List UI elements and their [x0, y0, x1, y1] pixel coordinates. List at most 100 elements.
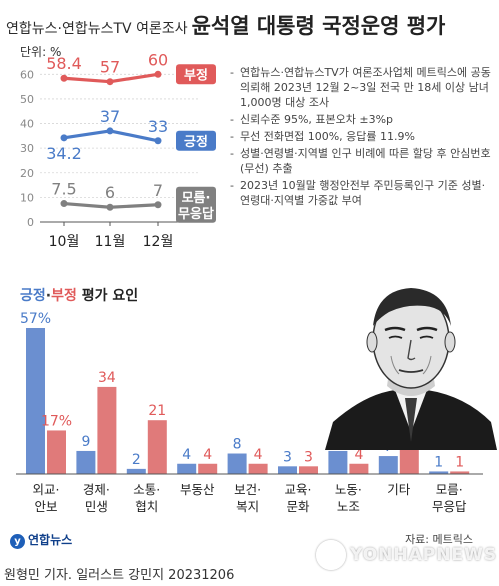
x-tick-label: 11월 [95, 234, 126, 250]
header-main-title: 윤석열 대통령 국정운영 평가 [191, 14, 446, 38]
yonhapnews-watermark: YONHAPNEWS [316, 540, 497, 570]
bar-positive [26, 328, 45, 474]
data-point [60, 74, 68, 82]
data-point [154, 201, 162, 209]
y-tick-label: 20 [20, 167, 34, 180]
category-label: 노조 [337, 499, 360, 514]
note-item: 성별·연령별·지역별 인구 비례에 따른 할당 후 안심번호(무선) 추출 [230, 146, 492, 176]
bar-negative [399, 443, 419, 474]
note-item: 신뢰수준 95%, 표본오차 ±3%p [230, 112, 492, 127]
source-note: 자료: 메트릭스 [405, 533, 473, 546]
series-end-label: 긍정 [184, 134, 208, 150]
y-tick-label: 0 [27, 216, 34, 229]
bar-value-label: 9 [81, 434, 90, 450]
category-label: 기타 [387, 482, 411, 497]
category-label: 노동· [335, 482, 362, 497]
bar-value-label: 1 [455, 454, 464, 470]
bar-positive [429, 471, 449, 474]
bar-negative [299, 466, 318, 474]
x-tick-label: 10월 [49, 234, 80, 250]
category-label: 모름· [436, 482, 463, 497]
category-label: 외교· [33, 482, 60, 497]
logo-text: 연합뉴스 [28, 533, 73, 547]
series-end-label: 모름· [182, 191, 211, 206]
y-tick-label: 50 [20, 93, 34, 106]
data-point [106, 203, 114, 211]
bar-positive [76, 450, 96, 474]
credit-line: 원형민 기자. 일러스트 강민지 20231206 [4, 568, 235, 583]
category-label: 복지 [236, 499, 259, 514]
bar-value-label: 3 [304, 449, 313, 465]
bar-negative [450, 471, 470, 474]
yonhap-logo: y 연합뉴스 [10, 531, 72, 549]
data-point [154, 137, 162, 145]
bar-value-label: 1 [434, 454, 443, 470]
bar-negative [198, 463, 218, 474]
data-label: 57 [100, 58, 120, 77]
bar-negative [248, 463, 268, 474]
watermark-text: YONHAPNEWS [350, 545, 498, 565]
header-title: 연합뉴스·연합뉴스TV 여론조사 윤석열 대통령 국정운영 평가 [6, 10, 445, 40]
category-label: 보건· [234, 482, 261, 497]
president-portrait-illustration [325, 288, 497, 450]
factors-title-negative: 부정 [51, 288, 77, 304]
bar-negative [97, 386, 117, 474]
data-label: 33 [148, 117, 168, 136]
bar-value-label: 4 [254, 447, 263, 463]
bar-value-label: 4 [182, 447, 191, 463]
series-end-label-box [176, 130, 216, 151]
data-point [60, 134, 68, 142]
bar-negative [147, 420, 167, 474]
data-label: 60 [148, 50, 168, 69]
factors-title-rest: 평가 요인 [76, 288, 139, 304]
factors-title-positive: 긍정 [20, 288, 46, 304]
category-label: 안보 [34, 499, 57, 514]
bar-value-label: 8 [233, 437, 242, 453]
category-label: 문화 [286, 499, 310, 514]
category-label: 소통· [133, 482, 160, 497]
data-point [106, 78, 114, 86]
category-label: 민생 [85, 499, 108, 514]
bar-positive [378, 456, 398, 474]
bar-value-label: 4 [354, 447, 363, 463]
bar-value-label: 2 [132, 452, 141, 468]
watermark-circle-icon [316, 540, 346, 570]
factors-title-dot: · [45, 288, 52, 304]
line-chart: 0 10 20 30 40 50 60 10월 11월 12월 58.4 57 60 부정 34.2 37 33… [20, 50, 216, 250]
survey-notes: 연합뉴스·연합뉴스TV가 여론조사업체 메트릭스에 공동 의뢰해 2023년 1… [230, 65, 492, 210]
series-end-label-box [176, 186, 216, 223]
bar-positive [177, 463, 197, 474]
data-label: 7.5 [51, 180, 76, 199]
yonhap-logo-icon: y [10, 534, 25, 549]
data-label: 7 [153, 181, 163, 200]
data-point [60, 200, 68, 208]
unit-label: 단위: % [20, 45, 62, 59]
series-end-label: 부정 [184, 67, 208, 83]
factors-title: 긍정·부정 평가 요인 [20, 285, 138, 305]
y-tick-label: 60 [20, 68, 34, 81]
y-tick-label: 40 [20, 118, 34, 131]
bar-value-label: 57% [20, 311, 51, 327]
category-label: 협치 [135, 499, 158, 514]
series-end-label: 무응답 [178, 207, 214, 222]
bar-negative [47, 430, 66, 474]
y-tick-label: 10 [20, 191, 34, 204]
bar-value-label: 3 [283, 449, 292, 465]
category-label: 무응답 [432, 499, 467, 514]
bar-value-label: 34 [98, 370, 116, 386]
y-tick-label: 30 [20, 142, 34, 155]
bar-negative [349, 463, 369, 474]
header-small-title: 연합뉴스·연합뉴스TV 여론조사 [6, 21, 188, 37]
data-label: 37 [100, 107, 120, 126]
category-label: 교육· [285, 482, 312, 497]
data-label: 58.4 [46, 54, 82, 73]
data-point [106, 127, 114, 135]
note-item: 무선 전화면접 100%, 응답률 11.9% [230, 129, 492, 144]
bar-positive [328, 450, 348, 474]
bar-positive [227, 453, 247, 474]
data-label: 6 [105, 183, 115, 202]
bar-positive [126, 468, 146, 474]
data-label: 34.2 [46, 144, 82, 163]
bar-value-label: 21 [148, 403, 166, 419]
